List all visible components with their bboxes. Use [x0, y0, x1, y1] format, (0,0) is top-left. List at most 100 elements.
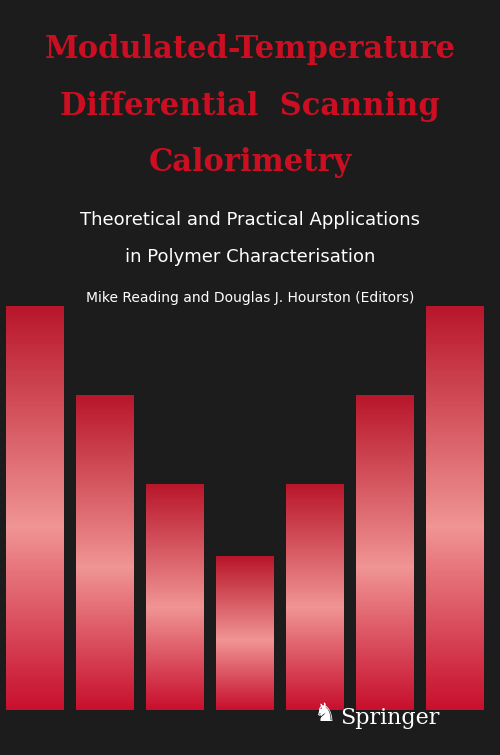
Bar: [426, 451, 484, 453]
Bar: [216, 586, 274, 587]
Bar: [6, 695, 64, 698]
Bar: [426, 449, 484, 451]
Bar: [286, 637, 344, 639]
Bar: [6, 548, 64, 550]
Bar: [76, 421, 134, 423]
Bar: [76, 624, 134, 626]
Bar: [76, 560, 134, 562]
Bar: [286, 523, 344, 524]
Bar: [426, 482, 484, 483]
Bar: [6, 381, 64, 383]
Bar: [146, 698, 204, 700]
Bar: [286, 594, 344, 596]
Bar: [216, 695, 274, 696]
Bar: [6, 396, 64, 399]
Bar: [286, 632, 344, 633]
Bar: [286, 673, 344, 675]
Bar: [426, 330, 484, 332]
Bar: [6, 609, 64, 611]
Bar: [426, 413, 484, 414]
Bar: [426, 560, 484, 562]
Bar: [286, 680, 344, 682]
Bar: [146, 664, 204, 666]
Bar: [286, 574, 344, 575]
Bar: [356, 604, 414, 606]
Bar: [76, 685, 134, 686]
Bar: [216, 596, 274, 597]
Bar: [6, 512, 64, 514]
Bar: [216, 579, 274, 580]
Bar: [76, 678, 134, 680]
Bar: [426, 680, 484, 682]
Bar: [426, 692, 484, 694]
Bar: [146, 630, 204, 632]
Bar: [286, 693, 344, 694]
Bar: [356, 631, 414, 633]
Bar: [426, 433, 484, 435]
Bar: [356, 675, 414, 676]
Bar: [286, 488, 344, 489]
Bar: [146, 553, 204, 555]
Bar: [6, 619, 64, 621]
Bar: [426, 647, 484, 649]
Bar: [146, 646, 204, 648]
Bar: [6, 483, 64, 485]
Bar: [6, 657, 64, 659]
Bar: [356, 486, 414, 488]
Bar: [356, 611, 414, 612]
Bar: [426, 633, 484, 635]
Bar: [76, 433, 134, 434]
Text: ♞: ♞: [314, 702, 336, 726]
Bar: [216, 610, 274, 611]
Bar: [76, 527, 134, 528]
Bar: [146, 558, 204, 559]
Bar: [216, 683, 274, 684]
Bar: [286, 562, 344, 564]
Bar: [286, 625, 344, 626]
Bar: [76, 498, 134, 500]
Bar: [426, 479, 484, 482]
Bar: [356, 450, 414, 451]
Bar: [6, 437, 64, 439]
Bar: [76, 579, 134, 581]
Bar: [286, 560, 344, 562]
Bar: [426, 320, 484, 322]
Bar: [6, 338, 64, 340]
Bar: [216, 589, 274, 590]
Bar: [426, 682, 484, 683]
Bar: [286, 702, 344, 703]
Bar: [426, 665, 484, 667]
Bar: [356, 466, 414, 467]
Bar: [426, 411, 484, 413]
Bar: [286, 601, 344, 602]
Bar: [146, 660, 204, 661]
Bar: [286, 593, 344, 594]
Bar: [216, 631, 274, 632]
Bar: [6, 477, 64, 479]
Bar: [286, 525, 344, 526]
Bar: [146, 535, 204, 537]
Bar: [426, 613, 484, 615]
Bar: [426, 429, 484, 431]
Bar: [426, 405, 484, 407]
Bar: [286, 639, 344, 641]
Bar: [6, 350, 64, 353]
Bar: [216, 625, 274, 626]
Bar: [426, 605, 484, 607]
Bar: [6, 494, 64, 495]
Bar: [6, 471, 64, 473]
Bar: [356, 689, 414, 691]
Bar: [146, 605, 204, 606]
Bar: [356, 428, 414, 430]
Bar: [356, 694, 414, 695]
Bar: [286, 603, 344, 605]
Bar: [76, 549, 134, 550]
Bar: [286, 678, 344, 680]
Bar: [286, 582, 344, 583]
Bar: [426, 500, 484, 501]
Bar: [356, 650, 414, 652]
Bar: [76, 415, 134, 417]
Bar: [76, 662, 134, 664]
Bar: [426, 670, 484, 671]
Bar: [6, 306, 64, 308]
